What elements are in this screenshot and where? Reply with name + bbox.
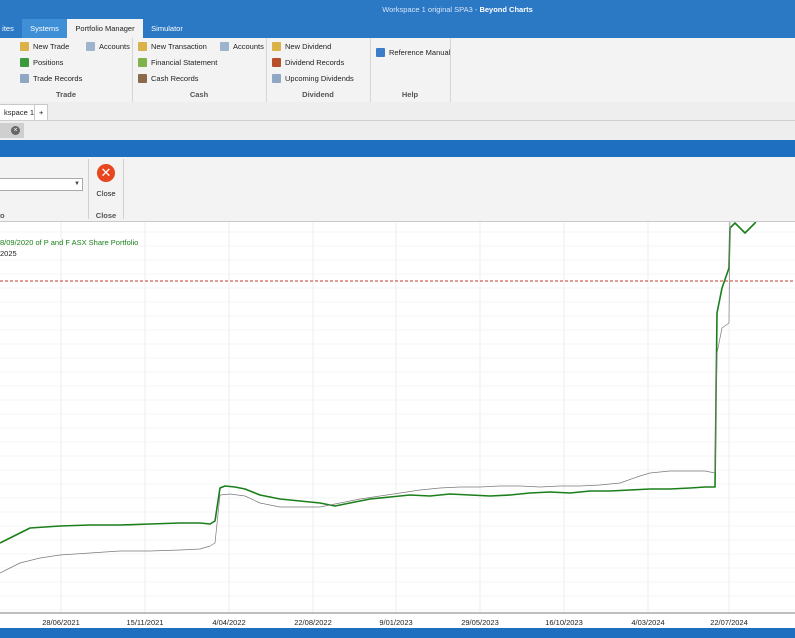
new-transaction-icon [138,42,147,51]
selection-dropdown[interactable] [0,178,83,191]
chevron-down-icon[interactable]: ▼ [74,181,80,187]
ribbon-group-trade: New Trade Positions Trade Records Accoun… [0,38,133,102]
x-tick-label: 22/07/2024 [710,618,748,627]
workspace-tab-row: kspace 1 + [0,102,795,121]
x-tick-label: 9/01/2023 [379,618,412,627]
chart-background [0,222,795,628]
x-tick-label: 16/10/2023 [545,618,583,627]
close-group-label: Close [95,211,117,220]
close-icon[interactable]: ✕ [97,164,115,182]
positions-button[interactable]: Positions [20,56,63,70]
status-bar [0,628,795,638]
ribbon-group-dividend: New Dividend Dividend Records Upcoming D… [266,38,371,102]
portfolio-series-line [0,222,757,544]
chart-series [0,222,757,574]
chart-grid-horizontal [0,231,795,611]
financial-statement-icon [138,58,147,67]
financial-statement-button[interactable]: Financial Statement [138,56,217,70]
trade-records-button[interactable]: Trade Records [20,72,82,86]
document-tab-row [0,121,795,141]
toolbar-divider [88,159,89,219]
benchmark-series-line [0,222,731,574]
chart-grid-vertical [60,222,730,613]
accounts-icon [86,42,95,51]
tab-systems[interactable]: Systems [22,19,67,38]
title-bar: Workspace 1 original SPA3 - Beyond Chart… [0,0,795,19]
x-tick-label: 29/05/2023 [461,618,499,627]
add-workspace-button[interactable]: + [34,104,49,120]
trade-records-icon [20,74,29,83]
new-trade-icon [20,42,29,51]
x-tick-label: 28/06/2021 [42,618,80,627]
upcoming-dividends-button[interactable]: Upcoming Dividends [272,72,354,86]
ribbon-tab-row: ites Systems Portfolio Manager Simulator [0,19,795,38]
x-axis-ticks: 28/06/2021 15/11/2021 4/04/2022 22/08/2022 9… [42,618,748,627]
ribbon-group-cash: New Transaction Financial Statement Cash… [132,38,267,102]
legend-series-name: 8/09/2020 of P and F ASX Share Portfolio [0,238,138,247]
legend-period: 2025 [0,249,17,258]
ribbon-group-label-cash: Cash [189,90,209,99]
dividend-records-icon [272,58,281,67]
panel-header-strip [0,140,795,157]
dividend-records-button[interactable]: Dividend Records [272,56,344,70]
x-tick-label: 4/03/2024 [631,618,664,627]
tab-simulator[interactable]: Simulator [151,24,183,33]
ribbon-group-label-dividend: Dividend [302,90,334,99]
new-dividend-button[interactable]: New Dividend [272,40,331,54]
cash-records-button[interactable]: Cash Records [138,72,199,86]
tab-favourites[interactable]: ites [2,24,14,33]
x-tick-label: 15/11/2021 [127,618,164,627]
inner-toolbar [0,157,795,222]
portfolio-chart[interactable]: 8/09/2020 of P and F ASX Share Portfolio… [0,222,795,628]
ribbon-group-help: Reference Manual Help [370,38,451,102]
trade-accounts-button[interactable]: Accounts [86,40,130,54]
toolbar-divider [123,159,124,219]
ribbon: New Trade Positions Trade Records Accoun… [0,38,795,103]
x-tick-label: 22/08/2022 [294,618,332,627]
new-transaction-button[interactable]: New Transaction [138,40,207,54]
positions-icon [20,58,29,67]
ribbon-group-label-trade: Trade [55,90,76,99]
cash-records-icon [138,74,147,83]
accounts-icon [220,42,229,51]
close-document-icon[interactable]: × [11,126,20,135]
new-dividend-icon [272,42,281,51]
new-trade-button[interactable]: New Trade [20,40,69,54]
reference-manual-button[interactable]: Reference Manual [376,46,450,60]
left-group-label: o [0,211,5,220]
close-button-label[interactable]: Close [96,189,116,198]
window-title: Workspace 1 original SPA3 - Beyond Chart… [382,5,533,14]
x-tick-label: 4/04/2022 [212,618,245,627]
tab-portfolio-manager[interactable]: Portfolio Manager [67,19,143,38]
upcoming-dividends-icon [272,74,281,83]
cash-accounts-button[interactable]: Accounts [220,40,264,54]
ribbon-group-label-help: Help [401,90,419,99]
help-book-icon [376,48,385,57]
